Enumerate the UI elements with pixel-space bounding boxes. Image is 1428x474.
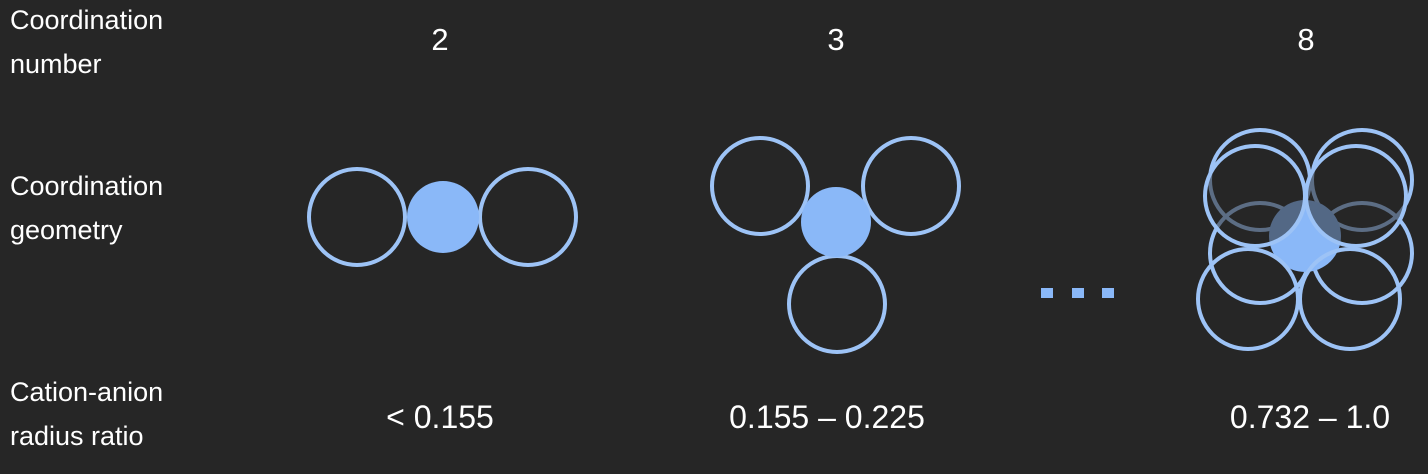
row-label-radius-ratio-line2: radius ratio: [10, 421, 144, 451]
anion-circle-front: [1203, 144, 1307, 248]
geometry-trigonal: [710, 136, 961, 354]
ellipsis-dot: [1072, 288, 1084, 298]
ellipsis-dots: [1041, 288, 1114, 298]
coordination-number-8: 8: [1297, 22, 1315, 57]
anion-circle: [787, 254, 887, 354]
row-label-coordination-geometry-line1: Coordination: [10, 171, 164, 201]
geometry-cubic: [1196, 128, 1414, 351]
anion-circle: [478, 167, 578, 267]
anion-circle-front: [1298, 247, 1402, 351]
anion-circle-front: [1304, 144, 1408, 248]
cation-circle: [407, 181, 479, 253]
geometry-linear: [307, 167, 578, 267]
row-label-radius-ratio: Cation-anion radius ratio: [10, 370, 163, 458]
ellipsis-dot: [1041, 288, 1053, 298]
row-label-coordination-number-line1: Coordination: [10, 5, 164, 35]
anion-circle: [710, 136, 810, 236]
row-label-radius-ratio-line1: Cation-anion: [10, 377, 164, 407]
cation-circle: [801, 187, 871, 257]
row-label-coordination-number: Coordination number: [10, 0, 163, 86]
coordination-number-2: 2: [431, 22, 449, 57]
coordination-number-3: 3: [827, 22, 845, 57]
radius-ratio-cn3: 0.155 – 0.225: [729, 399, 925, 435]
row-label-coordination-number-line2: number: [10, 49, 102, 79]
row-label-coordination-geometry: Coordination geometry: [10, 164, 163, 252]
ellipsis-dot: [1102, 288, 1114, 298]
row-label-coordination-geometry-line2: geometry: [10, 215, 123, 245]
radius-ratio-cn8: 0.732 – 1.0: [1229, 399, 1391, 435]
anion-circle: [307, 167, 407, 267]
radius-ratio-cn2: < 0.155: [386, 399, 494, 435]
anion-circle: [861, 136, 961, 236]
